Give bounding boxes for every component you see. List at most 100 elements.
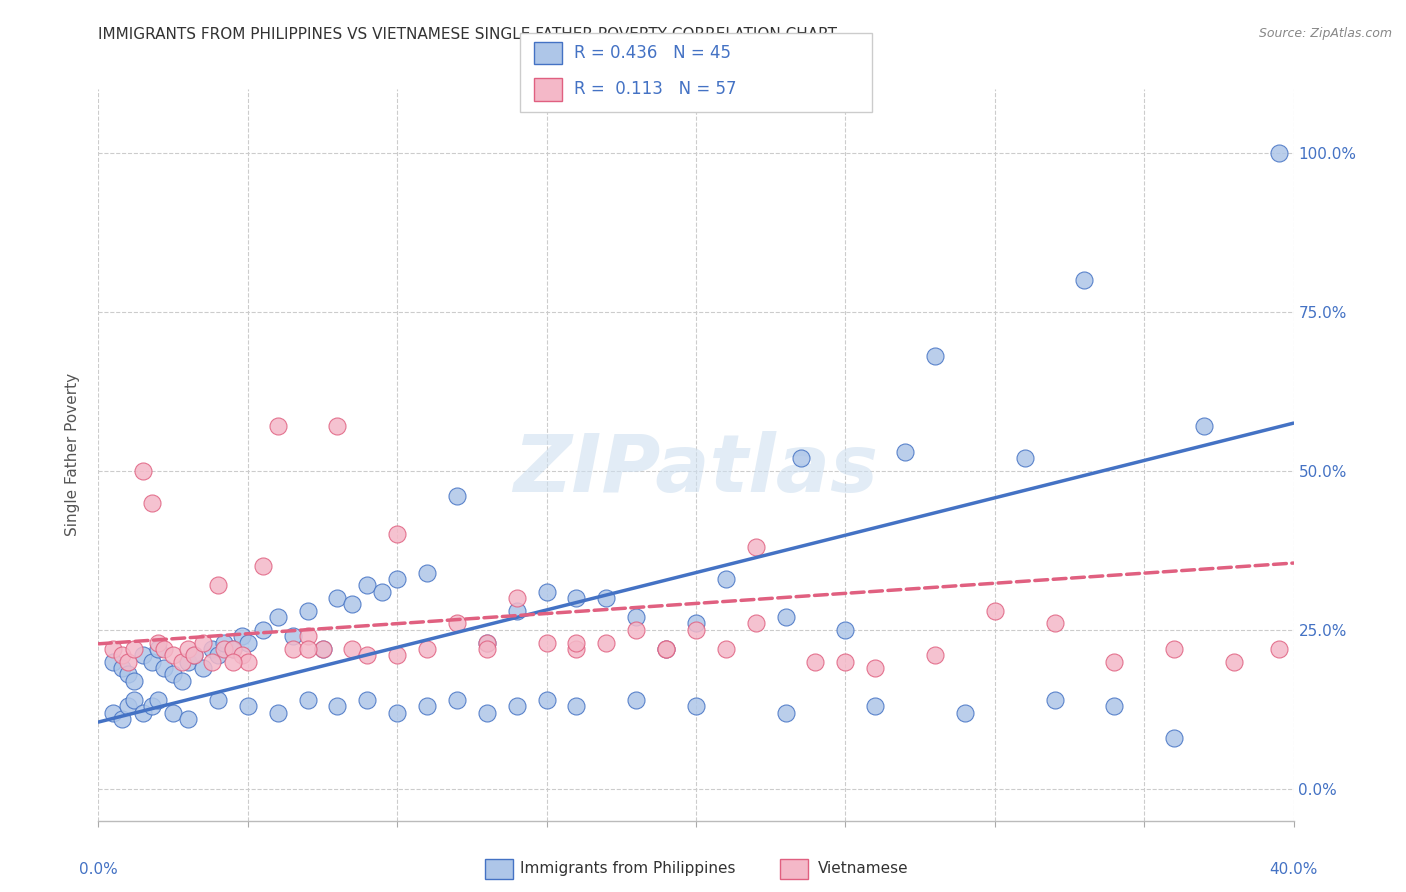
Point (953, 706, 976, 720)
Point (132, 706, 155, 720)
Point (565, 699, 588, 714)
Point (201, 655, 224, 669)
Point (103, 706, 125, 720)
Text: ZIPatlas: ZIPatlas (513, 431, 879, 508)
Point (416, 566, 439, 580)
Point (267, 419, 290, 434)
Point (172, 673, 194, 688)
Point (207, 693, 229, 707)
Text: 40.0%: 40.0% (1270, 863, 1317, 877)
Text: Immigrants from Philippines: Immigrants from Philippines (520, 862, 735, 876)
Point (626, 623, 648, 637)
Point (103, 641, 125, 656)
Point (162, 648, 184, 663)
Point (714, 641, 737, 656)
Point (148, 693, 170, 707)
Point (222, 641, 245, 656)
Point (506, 699, 529, 714)
Point (111, 648, 134, 663)
Point (626, 610, 648, 624)
Point (231, 629, 253, 643)
Point (141, 655, 163, 669)
Point (124, 673, 146, 688)
Point (655, 641, 678, 656)
Point (536, 693, 558, 707)
Point (745, 540, 768, 554)
Point (834, 655, 856, 669)
Text: Source: ZipAtlas.com: Source: ZipAtlas.com (1258, 27, 1392, 40)
Point (1014, 451, 1036, 466)
Point (565, 591, 588, 605)
Point (356, 693, 378, 707)
Point (1043, 693, 1066, 707)
Point (446, 616, 468, 631)
Point (385, 572, 409, 586)
Point (506, 604, 529, 618)
Point (297, 693, 319, 707)
Text: 0.0%: 0.0% (79, 863, 118, 877)
Point (685, 616, 707, 631)
Point (281, 641, 304, 656)
Point (231, 648, 253, 663)
Text: IMMIGRANTS FROM PHILIPPINES VS VIETNAMESE SINGLE FATHER POVERTY CORRELATION CHAR: IMMIGRANTS FROM PHILIPPINES VS VIETNAMES… (98, 27, 838, 42)
Point (297, 629, 319, 643)
Point (191, 635, 214, 649)
Point (111, 712, 134, 726)
Point (267, 706, 290, 720)
Point (506, 591, 529, 605)
Point (207, 578, 229, 592)
Point (207, 648, 229, 663)
Text: R = 0.436   N = 45: R = 0.436 N = 45 (574, 44, 731, 62)
Point (153, 641, 176, 656)
Point (201, 641, 224, 656)
Point (117, 699, 139, 714)
Point (183, 648, 205, 663)
Point (1163, 731, 1185, 745)
Point (536, 584, 558, 599)
Point (212, 635, 235, 649)
Point (1073, 273, 1095, 287)
Point (148, 635, 170, 649)
Point (162, 706, 184, 720)
Text: R =  0.113   N = 57: R = 0.113 N = 57 (574, 80, 737, 98)
Point (595, 635, 617, 649)
Point (111, 661, 134, 675)
Point (222, 641, 245, 656)
Point (1043, 616, 1066, 631)
Point (655, 641, 678, 656)
Point (745, 616, 768, 631)
Point (252, 559, 274, 574)
Point (222, 655, 245, 669)
Point (281, 629, 304, 643)
Point (1223, 655, 1246, 669)
Point (311, 641, 333, 656)
Point (177, 641, 200, 656)
Point (252, 623, 274, 637)
Point (446, 693, 468, 707)
Point (924, 648, 946, 663)
Point (297, 604, 319, 618)
Point (326, 591, 349, 605)
Point (1104, 655, 1126, 669)
Point (1163, 641, 1185, 656)
Point (685, 699, 707, 714)
Point (475, 635, 498, 649)
Point (141, 495, 163, 509)
Point (124, 641, 146, 656)
Point (1104, 699, 1126, 714)
Point (1267, 145, 1289, 160)
Point (183, 648, 205, 663)
Point (103, 655, 125, 669)
Point (416, 699, 439, 714)
Point (297, 641, 319, 656)
Point (804, 655, 827, 669)
Point (191, 661, 214, 675)
Point (1267, 641, 1289, 656)
Point (236, 699, 259, 714)
Point (177, 712, 200, 726)
Point (626, 693, 648, 707)
Point (475, 706, 498, 720)
Point (153, 661, 176, 675)
Point (342, 641, 364, 656)
Point (124, 693, 146, 707)
